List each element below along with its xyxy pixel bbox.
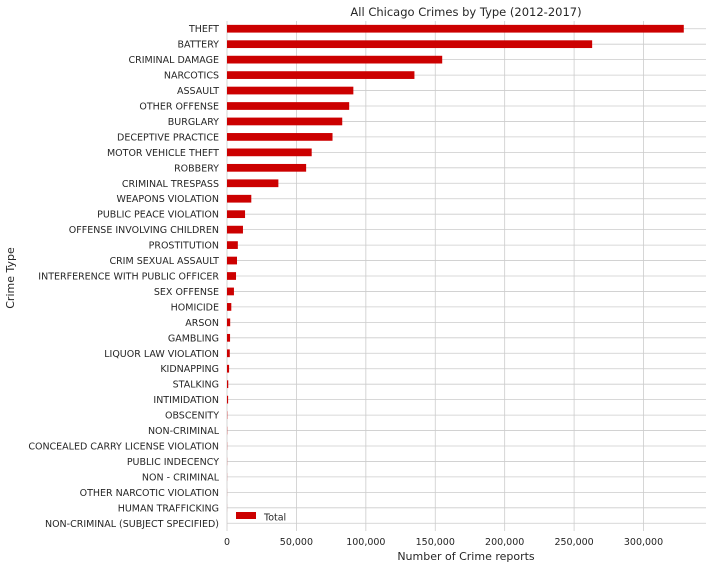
y-tick-label: PUBLIC PEACE VIOLATION [97,210,219,221]
bar [227,319,230,327]
bar [227,365,229,373]
y-tick-label: NON-CRIMINAL [148,426,220,437]
y-tick-label: CRIM SEXUAL ASSAULT [109,256,219,267]
bar [227,133,333,141]
bar [227,257,237,265]
y-tick-label: NARCOTICS [164,71,219,82]
bar [227,210,245,218]
x-tick-label: 0 [224,537,230,548]
grid-layer [227,21,706,531]
x-tick-label: 50,000 [280,537,313,548]
y-tick-label: PUBLIC INDECENCY [127,457,219,468]
y-tick-label: PROSTITUTION [149,241,219,252]
y-tick-label: OTHER OFFENSE [139,102,219,113]
bar [227,380,228,388]
y-tick-label: OBSCENITY [165,411,219,422]
y-tick-label: ARSON [185,318,219,329]
bar [227,179,278,187]
chart-title: All Chicago Crimes by Type (2012-2017) [350,5,581,19]
bar [227,118,342,126]
y-tick-label: OTHER NARCOTIC VIOLATION [80,488,219,499]
legend-swatch [236,512,256,519]
bar [227,102,349,110]
bar [227,226,243,234]
y-tick-label: NON-CRIMINAL (SUBJECT SPECIFIED) [45,519,219,530]
bar [227,272,236,280]
y-tick-label: OFFENSE INVOLVING CHILDREN [69,225,219,236]
bar [227,164,306,172]
bar [227,334,230,342]
bar [227,396,228,404]
y-tick-label: LIQUOR LAW VIOLATION [104,349,219,360]
bar [227,40,592,48]
y-tick-label: CRIMINAL DAMAGE [129,55,220,66]
y-tick-label: SEX OFFENSE [154,287,219,298]
bar [227,56,442,64]
y-tick-label: CRIMINAL TRESPASS [122,179,219,190]
bar [227,87,353,95]
y-tick-label: INTERFERENCE WITH PUBLIC OFFICER [38,272,219,283]
legend: Total [236,512,286,524]
y-tick-label: ASSAULT [177,86,219,97]
y-tick-label: STALKING [173,380,219,391]
y-tick-label: CONCEALED CARRY LICENSE VIOLATION [28,442,219,453]
legend-label: Total [263,513,286,524]
bar [227,303,231,311]
bar [227,25,684,33]
y-tick-label: THEFT [188,24,219,35]
x-tick-label: 300,000 [624,537,663,548]
y-tick-label: BATTERY [177,40,219,51]
y-tick-label: NON - CRIMINAL [142,472,220,483]
y-tick-label: BURGLARY [168,117,219,128]
y-tick-label: WEAPONS VIOLATION [117,194,220,205]
y-tick-label: HUMAN TRAFFICKING [118,503,219,514]
x-tick-label: 250,000 [554,537,593,548]
y-axis-label: Crime Type [4,247,17,309]
bar [227,288,234,296]
y-tick-label: DECEPTIVE PRACTICE [117,132,219,143]
bar [227,349,230,357]
x-axis-label: Number of Crime reports [397,550,535,563]
x-tick-label: 200,000 [485,537,524,548]
x-tick-label: 100,000 [346,537,385,548]
y-tick-label: KIDNAPPING [160,364,219,375]
bar [227,149,312,157]
y-tick-label: INTIMIDATION [153,395,219,406]
y-tick-label: HOMICIDE [171,302,219,313]
x-tick-label: 150,000 [416,537,455,548]
x-tick-labels: 0 50,000 100,000 150,000 200,000 250,000 300,0… [224,537,663,548]
y-tick-label: ROBBERY [174,163,219,174]
y-tick-label: MOTOR VEHICLE THEFT [107,148,219,159]
bar [227,241,238,249]
bar [227,195,251,203]
y-tick-label: GAMBLING [168,333,219,344]
y-tick-labels: THEFT BATTERY CRIMINAL DAMAGE NARCOTICS ASSA… [28,24,219,530]
bar [227,71,414,79]
